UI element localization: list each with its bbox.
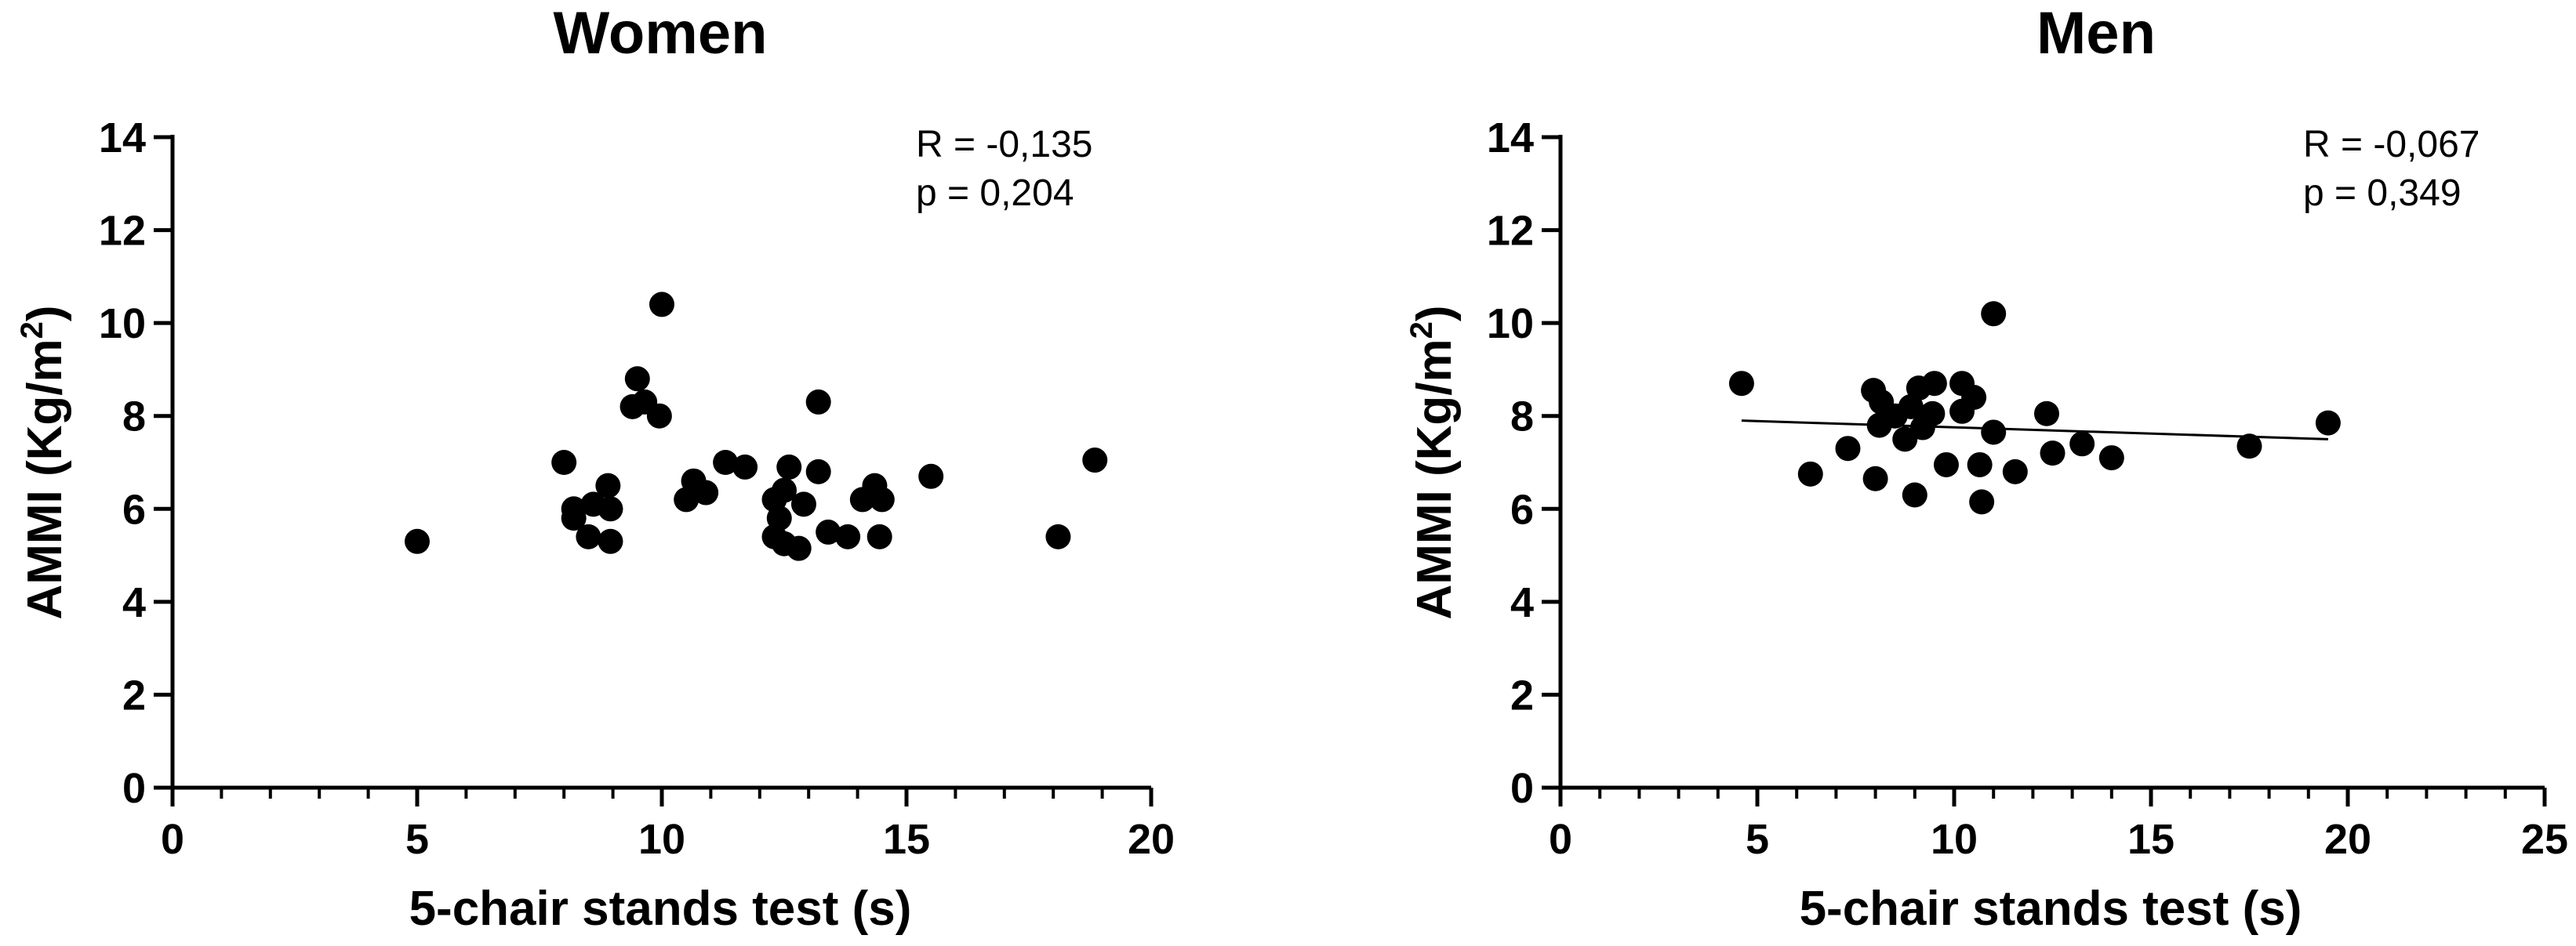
data-point bbox=[869, 487, 895, 513]
y-tick-label: 2 bbox=[122, 672, 146, 719]
data-point bbox=[624, 366, 650, 392]
x-tick-label: 20 bbox=[2324, 816, 2371, 863]
y-axis-ticks: 0 2 4 6 8 10 12 14 bbox=[1487, 114, 1560, 812]
y-tick-label: 6 bbox=[122, 486, 146, 533]
data-point bbox=[598, 496, 623, 522]
data-point bbox=[732, 454, 758, 480]
data-point bbox=[805, 459, 831, 484]
data-point bbox=[805, 389, 831, 415]
y-axis-title: AMMI (Kg/m2) bbox=[1404, 305, 1462, 619]
y-tick-label: 8 bbox=[1510, 393, 1534, 440]
x-tick-label: 5 bbox=[1746, 816, 1769, 863]
data-point bbox=[786, 535, 812, 561]
axes bbox=[170, 135, 1151, 790]
r-value-text: R = -0,135 bbox=[916, 124, 1092, 165]
data-point bbox=[713, 450, 739, 475]
data-point bbox=[1969, 489, 1995, 515]
x-tick-label: 25 bbox=[2521, 816, 2568, 863]
y-tick-label: 0 bbox=[122, 765, 146, 812]
y-axis-ticks: 0 2 4 6 8 10 12 14 bbox=[99, 114, 173, 812]
y-tick-label: 14 bbox=[99, 114, 146, 161]
y-tick-label: 0 bbox=[1510, 765, 1534, 812]
data-point bbox=[1797, 461, 1823, 487]
y-tick-label: 10 bbox=[1487, 300, 1534, 347]
regression-line bbox=[1741, 419, 2328, 440]
x-axis-ticks: 0 5 10 15 20 25 bbox=[1549, 788, 2568, 863]
y-tick-label: 12 bbox=[99, 208, 146, 255]
data-point bbox=[2069, 431, 2095, 457]
data-point bbox=[2236, 433, 2262, 459]
data-point bbox=[405, 528, 430, 554]
y-tick-label: 4 bbox=[1510, 579, 1534, 626]
data-point bbox=[649, 292, 674, 317]
data-point bbox=[576, 524, 601, 549]
chart-men: Men 0 2 4 6 8 10 12 14 0 5 10 15 20 25 5-chair stand… bbox=[1404, 0, 2568, 936]
data-point bbox=[693, 480, 719, 506]
x-tick-label: 15 bbox=[883, 816, 930, 863]
y-tick-label: 6 bbox=[1510, 486, 1534, 533]
data-point bbox=[1045, 524, 1071, 549]
axes bbox=[1558, 135, 2545, 790]
data-point bbox=[1082, 448, 1108, 473]
data-point bbox=[1728, 371, 1754, 397]
data-point bbox=[1967, 451, 1993, 477]
data-point bbox=[1921, 371, 1947, 397]
data-point bbox=[867, 524, 892, 549]
data-point bbox=[835, 524, 861, 549]
x-tick-label: 10 bbox=[1931, 816, 1978, 863]
data-point bbox=[1902, 482, 1927, 508]
x-tick-label: 15 bbox=[2127, 816, 2175, 863]
chart-women: Women 0 2 4 6 8 10 12 14 0 5 10 15 20 5-chair stand… bbox=[15, 0, 1175, 936]
plot-area bbox=[1728, 301, 2341, 515]
p-value-text: p = 0,204 bbox=[916, 172, 1074, 214]
plot-area bbox=[405, 292, 1108, 561]
y-axis-title: AMMI (Kg/m2) bbox=[15, 305, 72, 619]
data-point bbox=[598, 528, 623, 554]
data-point bbox=[790, 491, 816, 517]
data-point bbox=[766, 506, 792, 531]
data-point bbox=[2002, 459, 2028, 484]
data-point bbox=[1981, 301, 2007, 327]
data-point bbox=[1892, 426, 1918, 452]
data-point bbox=[2040, 440, 2066, 466]
data-point bbox=[561, 506, 587, 531]
x-tick-label: 10 bbox=[638, 816, 685, 863]
data-point bbox=[646, 403, 672, 429]
data-point bbox=[2098, 445, 2124, 471]
y-tick-label: 2 bbox=[1510, 672, 1534, 719]
y-axis-title-superscript: 2 bbox=[15, 321, 49, 339]
y-tick-label: 4 bbox=[122, 579, 146, 626]
x-tick-label: 0 bbox=[1549, 816, 1572, 863]
x-tick-label: 5 bbox=[405, 816, 429, 863]
data-point bbox=[772, 477, 797, 503]
x-axis-ticks: 0 5 10 15 20 bbox=[161, 788, 1175, 863]
data-point bbox=[551, 450, 577, 475]
y-axis-title-superscript: 2 bbox=[1404, 321, 1439, 339]
data-point bbox=[1981, 419, 2007, 445]
x-tick-label: 20 bbox=[1128, 816, 1175, 863]
y-tick-label: 8 bbox=[122, 393, 146, 440]
data-point bbox=[816, 519, 841, 545]
y-tick-label: 12 bbox=[1487, 208, 1534, 255]
data-point bbox=[1933, 451, 1959, 477]
data-point bbox=[1835, 436, 1861, 462]
x-axis-title: 5-chair stands test (s) bbox=[1800, 882, 2302, 936]
chart-title: Men bbox=[2036, 0, 2156, 67]
data-point bbox=[776, 454, 802, 480]
y-tick-label: 10 bbox=[99, 300, 146, 347]
data-point bbox=[2315, 410, 2341, 436]
chart-title: Women bbox=[553, 0, 767, 67]
p-value-text: p = 0,349 bbox=[2303, 172, 2462, 214]
data-point bbox=[1961, 385, 1987, 410]
data-point bbox=[1920, 401, 1946, 426]
x-tick-label: 0 bbox=[161, 816, 184, 863]
data-point bbox=[595, 473, 621, 498]
x-axis-title: 5-chair stands test (s) bbox=[409, 882, 912, 936]
r-value-text: R = -0,067 bbox=[2303, 124, 2480, 165]
y-tick-label: 14 bbox=[1487, 114, 1534, 161]
data-point bbox=[1862, 466, 1888, 491]
data-point bbox=[2033, 401, 2059, 426]
data-point bbox=[918, 463, 944, 489]
